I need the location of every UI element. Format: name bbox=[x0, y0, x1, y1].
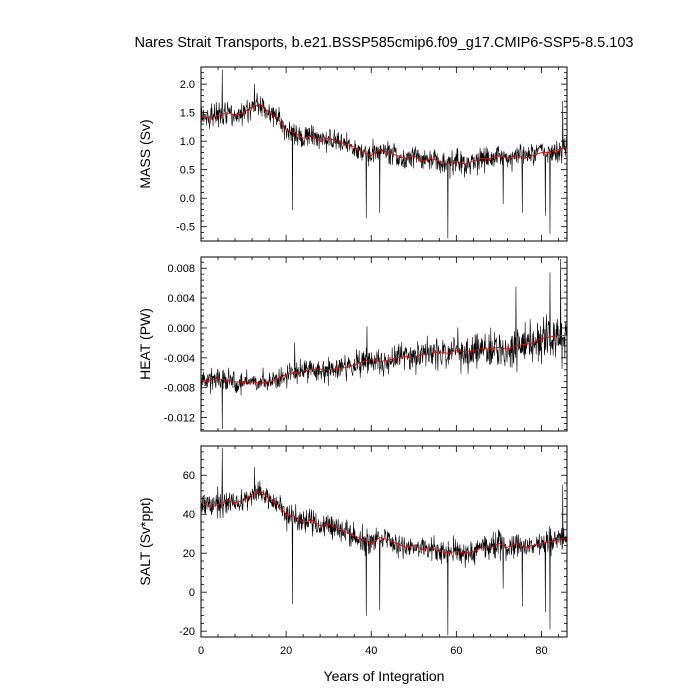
plot-frame bbox=[200, 256, 568, 432]
panel-1: -0.5 0.0 0.5 1.0 1.5 2.0 MASS (Sv) bbox=[137, 66, 568, 242]
y-tick-label: 0.5 bbox=[180, 165, 195, 177]
y-tick-label: 40 bbox=[183, 509, 195, 521]
annual-mean-line bbox=[201, 490, 567, 554]
y-tick-label: 60 bbox=[183, 470, 195, 482]
y-tick-label: -20 bbox=[179, 626, 195, 638]
y-axis-label: HEAT (PW) bbox=[137, 308, 153, 380]
y-tick-label: 20 bbox=[183, 548, 195, 560]
x-tick-label: 80 bbox=[535, 645, 547, 657]
monthly-series-line bbox=[201, 69, 567, 239]
monthly-series-line bbox=[201, 447, 567, 636]
chart-title: Nares Strait Transports, b.e21.BSSP585cm… bbox=[135, 35, 634, 51]
y-tick-label: 0.008 bbox=[167, 263, 195, 275]
annual-mean-line bbox=[201, 103, 567, 165]
y-axis-label: SALT (Sv*ppt) bbox=[137, 497, 153, 585]
monthly-series-line bbox=[201, 258, 567, 430]
panels: -0.5 0.0 0.5 1.0 1.5 2.0 MASS (Sv) -0.012 -0.008… bbox=[137, 66, 568, 657]
plot-frame bbox=[200, 445, 568, 638]
x-tick-label: 60 bbox=[450, 645, 462, 657]
y-tick-label: 0 bbox=[189, 587, 195, 599]
y-tick-label: 0.000 bbox=[167, 323, 195, 335]
x-tick-label: 20 bbox=[280, 645, 292, 657]
y-tick-label: 0.004 bbox=[167, 293, 195, 305]
x-tick-label: 0 bbox=[198, 645, 204, 657]
y-tick-label: -0.004 bbox=[164, 353, 195, 365]
annual-mean-line bbox=[201, 334, 567, 384]
y-tick-label: -0.012 bbox=[164, 413, 195, 425]
x-tick-label: 40 bbox=[365, 645, 377, 657]
y-tick-label: 0.0 bbox=[180, 193, 195, 205]
panel-2: -0.012 -0.008 -0.004 0.000 0.004 0.008 HEAT (P… bbox=[137, 256, 568, 432]
y-axis-label: MASS (Sv) bbox=[137, 119, 153, 188]
y-tick-label: 1.0 bbox=[180, 136, 195, 148]
x-axis-label: Years of Integration bbox=[324, 668, 445, 684]
y-tick-label: -0.5 bbox=[176, 222, 195, 234]
y-tick-label: -0.008 bbox=[164, 383, 195, 395]
plot-frame bbox=[200, 66, 568, 242]
y-tick-label: 2.0 bbox=[180, 79, 195, 91]
y-tick-label: 1.5 bbox=[180, 108, 195, 120]
